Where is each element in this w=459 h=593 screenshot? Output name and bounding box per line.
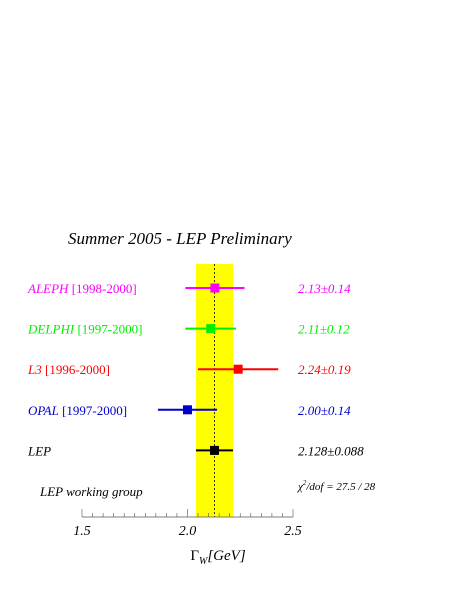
experiment-name-aleph: ALEPH — [27, 281, 69, 296]
marker-lep — [210, 445, 220, 455]
experiment-name-lep: LEP — [27, 443, 51, 458]
chi2-symbol: χ — [297, 481, 304, 493]
x-tick-label: 2.0 — [179, 524, 197, 539]
years-aleph: [1998-2000] — [68, 281, 136, 296]
x-tick-label: 1.5 — [73, 524, 91, 539]
chart-title: Summer 2005 - LEP Preliminary — [68, 229, 292, 248]
marker-delphi — [206, 324, 216, 334]
x-axis-label: ΓW[GeV] — [190, 548, 246, 567]
experiment-name-l3: L3 — [27, 362, 42, 377]
marker-aleph — [210, 283, 220, 293]
label-lep: LEP — [27, 443, 51, 458]
chi2-value: /dof = 27.5 / 28 — [305, 481, 375, 493]
x-axis-unit: [GeV] — [207, 548, 245, 564]
years-delphi: [1997-2000] — [74, 322, 142, 337]
average-band — [195, 264, 234, 517]
label-aleph: ALEPH [1998-2000] — [27, 281, 137, 296]
label-l3: L3 [1996-2000] — [27, 362, 110, 377]
result-aleph: 2.13±0.14 — [298, 281, 351, 296]
marker-opal — [183, 405, 192, 415]
label-delphi: DELPHI [1997-2000] — [27, 322, 142, 337]
result-lep: 2.128±0.088 — [298, 443, 364, 458]
experiment-name-opal: OPAL — [28, 403, 59, 418]
experiment-name-delphi: DELPHI — [27, 322, 75, 337]
x-axis-symbol: Γ — [190, 548, 199, 564]
footer-label: LEP working group — [39, 484, 143, 499]
years-opal: [1997-2000] — [59, 403, 127, 418]
result-delphi: 2.11±0.12 — [298, 322, 350, 337]
chi2-superscript: 2 — [303, 479, 307, 487]
label-opal: OPAL [1997-2000] — [28, 403, 127, 418]
x-axis-subscript: W — [199, 556, 209, 567]
marker-l3 — [233, 364, 243, 374]
years-l3: [1996-2000] — [42, 362, 110, 377]
x-tick-label: 2.5 — [284, 524, 302, 539]
chi2-annotation: χ2/dof = 27.5 / 28 — [297, 479, 376, 493]
result-l3: 2.24±0.19 — [298, 362, 351, 377]
result-opal: 2.00±0.14 — [298, 403, 351, 418]
